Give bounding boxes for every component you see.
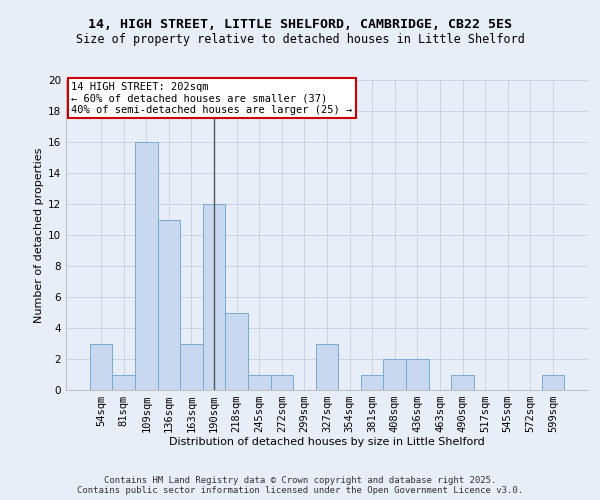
Bar: [383, 359, 406, 390]
Bar: [271, 374, 293, 390]
Text: Size of property relative to detached houses in Little Shelford: Size of property relative to detached ho…: [76, 32, 524, 46]
Text: 14, HIGH STREET, LITTLE SHELFORD, CAMBRIDGE, CB22 5ES: 14, HIGH STREET, LITTLE SHELFORD, CAMBRI…: [88, 18, 512, 30]
Bar: [248, 374, 271, 390]
Bar: [361, 374, 383, 390]
Bar: [180, 344, 203, 390]
X-axis label: Distribution of detached houses by size in Little Shelford: Distribution of detached houses by size …: [169, 436, 485, 446]
Bar: [158, 220, 180, 390]
Bar: [542, 374, 564, 390]
Bar: [90, 344, 112, 390]
Bar: [226, 312, 248, 390]
Text: 14 HIGH STREET: 202sqm
← 60% of detached houses are smaller (37)
40% of semi-det: 14 HIGH STREET: 202sqm ← 60% of detached…: [71, 82, 352, 115]
Bar: [406, 359, 428, 390]
Bar: [135, 142, 158, 390]
Bar: [112, 374, 135, 390]
Bar: [451, 374, 474, 390]
Bar: [316, 344, 338, 390]
Y-axis label: Number of detached properties: Number of detached properties: [34, 148, 44, 322]
Bar: [203, 204, 226, 390]
Text: Contains HM Land Registry data © Crown copyright and database right 2025.
Contai: Contains HM Land Registry data © Crown c…: [77, 476, 523, 495]
